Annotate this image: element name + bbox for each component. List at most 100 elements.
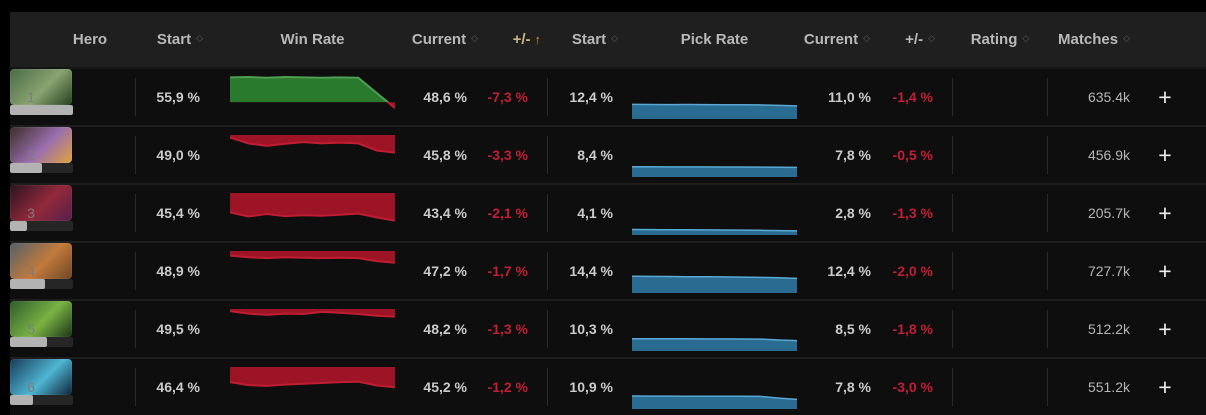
column-divider [547,136,548,174]
rating-bar-track [10,395,73,405]
pick-rate-delta-value: -3,0 % [892,379,933,395]
matches-value: 205.7k [1087,205,1130,221]
win-rate-start-value: 49,0 % [156,147,200,163]
column-header-win-delta[interactable]: +/- ↑ [462,12,541,67]
column-divider [952,78,953,116]
matches-value: 512.2k [1087,321,1130,337]
pick-rate-current-value: 12,4 % [827,263,871,279]
column-divider [952,310,953,348]
column-header-pick-rate[interactable]: Pick Rate [632,12,797,67]
pick-rate-delta-value: -1,3 % [892,205,933,221]
table-row: 4 48,9 % 47,2 % -1,7 % 14,4 % 12,4 % -2,… [10,241,1206,299]
row-rank: 4 [27,263,35,279]
hero-portrait[interactable] [10,185,72,221]
rating-bar-fill [10,337,48,347]
column-divider [135,368,136,406]
table-row: 1 55,9 % 48,6 % -7,3 % 12,4 % 11,0 % -1,… [10,67,1206,125]
win-rate-start-value: 49,5 % [156,321,200,337]
rating-bar-track [10,279,73,289]
win-rate-sparkline [230,75,395,119]
column-header-pick-delta[interactable]: +/- ◇ [871,12,935,67]
column-divider [135,252,136,290]
pick-rate-sparkline [632,249,797,293]
win-rate-start-value: 45,4 % [156,205,200,221]
win-rate-sparkline [230,307,395,351]
column-header-win-start[interactable]: Start ◇ [120,12,203,67]
column-header-label: Pick Rate [680,31,749,48]
column-header-label: Rating [970,31,1018,48]
column-divider [547,194,548,232]
win-rate-start-value: 48,9 % [156,263,200,279]
hero-portrait[interactable] [10,301,72,337]
add-hero-button[interactable]: + [1158,315,1172,342]
add-hero-button[interactable]: + [1158,141,1172,168]
column-header-win-rate[interactable]: Win Rate [230,12,395,67]
column-header-label: Current [411,31,467,48]
rating-bar-fill [10,395,34,405]
row-rank: 3 [27,205,35,221]
add-hero-button[interactable]: + [1158,199,1172,226]
hero-portrait[interactable] [10,243,72,279]
row-rank: 1 [27,89,35,105]
rating-bar-track [10,163,73,173]
win-rate-current-value: 48,6 % [423,89,467,105]
pick-rate-current-value: 2,8 % [835,205,871,221]
column-divider [135,310,136,348]
sort-icon: ◇ [1022,33,1030,43]
matches-value: 635.4k [1087,89,1130,105]
pick-rate-delta-value: -2,0 % [892,263,933,279]
hero-portrait[interactable] [10,127,72,163]
column-header-label: Start [571,31,607,48]
column-header-pick-start[interactable]: Start ◇ [547,12,618,67]
table-row: 3 45,4 % 43,4 % -2,1 % 4,1 % 2,8 % -1,3 … [10,183,1206,241]
win-rate-delta-value: -1,2 % [487,379,528,395]
win-rate-sparkline [230,191,395,235]
column-header-label: Current [803,31,859,48]
pick-rate-delta-value: -0,5 % [892,147,933,163]
column-divider [952,368,953,406]
win-rate-sparkline [230,133,395,177]
column-divider [547,368,548,406]
column-header-hero[interactable]: Hero [54,12,126,67]
add-hero-button[interactable]: + [1158,373,1172,400]
rating-bar-fill [10,221,27,231]
column-divider [952,194,953,232]
win-rate-current-value: 47,2 % [423,263,467,279]
rating-bar-fill [10,279,45,289]
matches-value: 456.9k [1087,147,1130,163]
win-rate-delta-value: -2,1 % [487,205,528,221]
hero-portrait[interactable] [10,359,72,395]
table-row: 6 46,4 % 45,2 % -1,2 % 10,9 % 7,8 % -3,0… [10,357,1206,415]
pick-rate-start-value: 10,3 % [569,321,613,337]
win-rate-delta-value: -3,3 % [487,147,528,163]
pick-rate-sparkline [632,133,797,177]
pick-rate-current-value: 8,5 % [835,321,871,337]
win-rate-delta-value: -1,7 % [487,263,528,279]
win-rate-current-value: 48,2 % [423,321,467,337]
column-header-matches[interactable]: Matches ◇ [1047,12,1130,67]
sort-icon: ◇ [863,33,870,43]
pick-rate-sparkline [632,191,797,235]
row-rank: 5 [27,321,35,337]
column-divider [1047,368,1048,406]
table-row: 2 49,0 % 45,8 % -3,3 % 8,4 % 7,8 % -0,5 … [10,125,1206,183]
column-divider [952,252,953,290]
column-divider [1047,194,1048,232]
column-header-label: Hero [72,31,108,48]
column-divider [1047,252,1048,290]
pick-rate-start-value: 10,9 % [569,379,613,395]
win-rate-sparkline [230,365,395,409]
sort-icon: ◇ [471,33,478,43]
row-rank: 6 [27,379,35,395]
pick-rate-start-value: 8,4 % [577,147,613,163]
hero-portrait[interactable] [10,69,72,105]
add-hero-button[interactable]: + [1158,257,1172,284]
rating-bar-fill [10,105,73,115]
add-hero-button[interactable]: + [1158,83,1172,110]
pick-rate-sparkline [632,365,797,409]
column-divider [1047,78,1048,116]
column-header-rating[interactable]: Rating ◇ [952,12,1048,67]
column-header-win-current[interactable]: Current ◇ [395,12,478,67]
column-header-pick-current[interactable]: Current ◇ [799,12,870,67]
column-divider [135,78,136,116]
